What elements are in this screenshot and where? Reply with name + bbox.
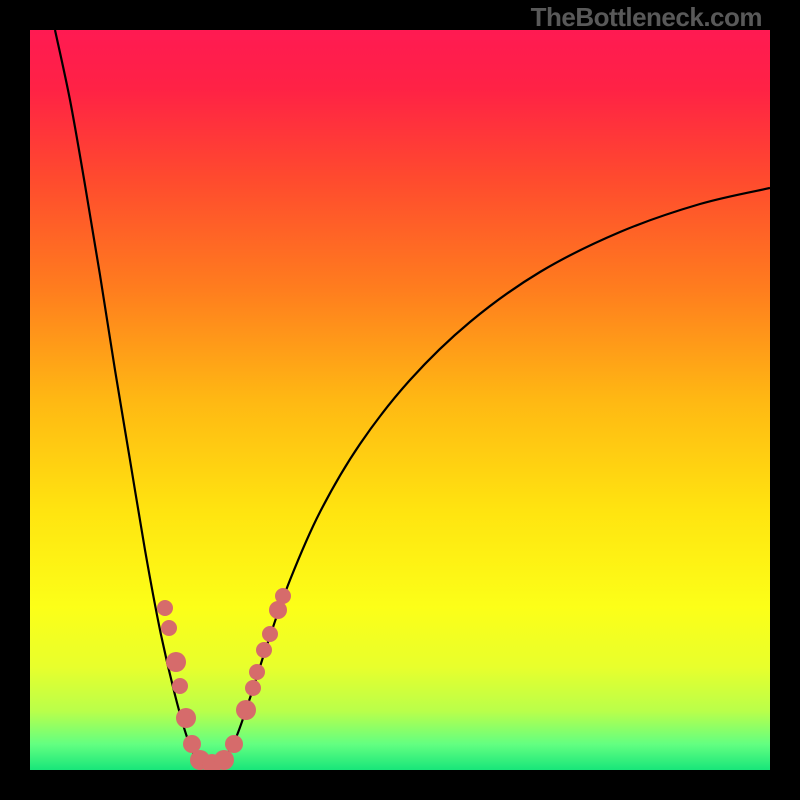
- data-dot: [176, 708, 196, 728]
- data-dot: [166, 652, 186, 672]
- watermark-label: TheBottleneck.com: [531, 2, 762, 32]
- data-dot: [172, 678, 188, 694]
- chart-svg: [0, 0, 800, 800]
- data-dot: [214, 750, 234, 770]
- watermark-text: TheBottleneck.com: [531, 2, 762, 33]
- data-dot: [275, 588, 291, 604]
- data-dot: [157, 600, 173, 616]
- data-dot: [249, 664, 265, 680]
- chart-frame: TheBottleneck.com: [0, 0, 800, 800]
- data-dot: [256, 642, 272, 658]
- data-dot: [236, 700, 256, 720]
- data-dot: [245, 680, 261, 696]
- data-dot: [262, 626, 278, 642]
- gradient-background: [30, 30, 770, 770]
- data-dot: [161, 620, 177, 636]
- data-dot: [225, 735, 243, 753]
